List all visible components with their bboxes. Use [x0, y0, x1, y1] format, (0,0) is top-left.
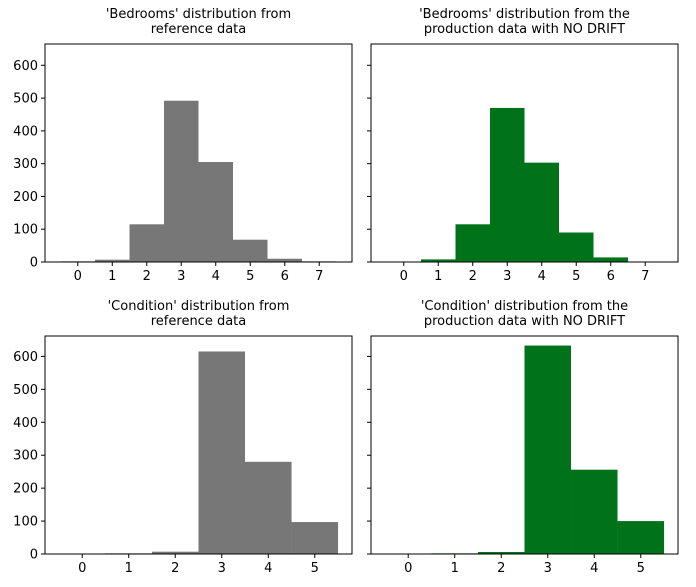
- y-tick-label: 200: [13, 190, 38, 205]
- bar-2: [129, 224, 165, 262]
- subplot-title: 'Bedrooms' distribution from reference da…: [106, 7, 291, 37]
- x-tick-label: 5: [246, 269, 254, 284]
- y-tick-label: 400: [13, 416, 38, 431]
- x-tick-label: 3: [503, 269, 511, 284]
- x-tick-label: 3: [218, 561, 226, 576]
- bar-5: [291, 522, 339, 554]
- x-tick-label: 4: [212, 269, 220, 284]
- y-tick-label: 0: [30, 548, 38, 563]
- y-tick-label: 300: [13, 449, 38, 464]
- bar-1: [421, 259, 456, 262]
- bar-2: [477, 552, 525, 554]
- x-tick-label: 3: [177, 269, 185, 284]
- subplot-3: 'Condition' distribution from reference d…: [13, 299, 353, 576]
- x-tick-label: 2: [143, 269, 151, 284]
- y-tick-label: 600: [13, 59, 38, 74]
- y-tick-label: 0: [30, 256, 38, 271]
- bar-5: [232, 239, 268, 262]
- bar-1: [95, 259, 130, 262]
- y-tick-label: 600: [13, 350, 38, 365]
- y-tick-label: 100: [13, 515, 38, 530]
- x-tick-label: 0: [74, 269, 82, 284]
- x-tick-label: 0: [404, 561, 412, 576]
- subplot-title: 'Bedrooms' distribution from the producti…: [419, 7, 630, 37]
- bar-5: [617, 521, 665, 554]
- subplot-title: 'Condition' distribution from reference d…: [108, 299, 290, 329]
- x-tick-label: 0: [400, 269, 408, 284]
- x-tick-label: 0: [78, 561, 86, 576]
- bar-3: [524, 345, 572, 554]
- bar-4: [524, 162, 559, 262]
- y-tick-label: 500: [13, 92, 38, 107]
- y-tick-label: 100: [13, 223, 38, 238]
- bar-4: [571, 469, 618, 554]
- bar-2: [151, 551, 199, 554]
- bar-2: [455, 224, 491, 262]
- x-tick-label: 2: [171, 561, 179, 576]
- y-tick-label: 300: [13, 157, 38, 172]
- bar-6: [593, 257, 628, 262]
- bar-5: [558, 232, 594, 262]
- bar-3: [164, 100, 199, 262]
- x-tick-label: 1: [451, 561, 459, 576]
- subplot-title: 'Condition' distribution from the product…: [421, 299, 628, 329]
- x-tick-label: 7: [641, 269, 649, 284]
- x-tick-label: 4: [590, 561, 598, 576]
- x-tick-label: 6: [281, 269, 289, 284]
- axes-frame: [370, 335, 679, 555]
- bar-4: [245, 461, 292, 554]
- y-tick-label: 400: [13, 124, 38, 139]
- axes-frame: [44, 335, 353, 555]
- x-tick-label: 2: [469, 269, 477, 284]
- x-tick-label: 6: [607, 269, 615, 284]
- axes-frame: [44, 43, 353, 263]
- y-tick-label: 200: [13, 482, 38, 497]
- bar-4: [198, 162, 233, 262]
- y-tick-label: 500: [13, 383, 38, 398]
- bar-3: [490, 107, 525, 263]
- x-tick-label: 5: [572, 269, 580, 284]
- x-tick-label: 4: [264, 561, 272, 576]
- subplot-2: 'Bedrooms' distribution from the producti…: [367, 7, 679, 284]
- x-tick-label: 1: [434, 269, 442, 284]
- x-tick-label: 5: [311, 561, 319, 576]
- x-tick-label: 7: [315, 269, 323, 284]
- x-tick-label: 5: [637, 561, 645, 576]
- subplot-1: 'Bedrooms' distribution from reference da…: [13, 7, 353, 284]
- axes-frame: [370, 43, 679, 263]
- bar-6: [267, 258, 302, 262]
- subplot-4: 'Condition' distribution from the product…: [367, 299, 679, 576]
- x-tick-label: 2: [497, 561, 505, 576]
- x-tick-label: 1: [125, 561, 133, 576]
- subplot-grid: 'Bedrooms' distribution from reference da…: [13, 7, 679, 576]
- x-tick-label: 4: [538, 269, 546, 284]
- bar-3: [198, 351, 246, 554]
- x-tick-label: 1: [108, 269, 116, 284]
- x-tick-label: 3: [544, 561, 552, 576]
